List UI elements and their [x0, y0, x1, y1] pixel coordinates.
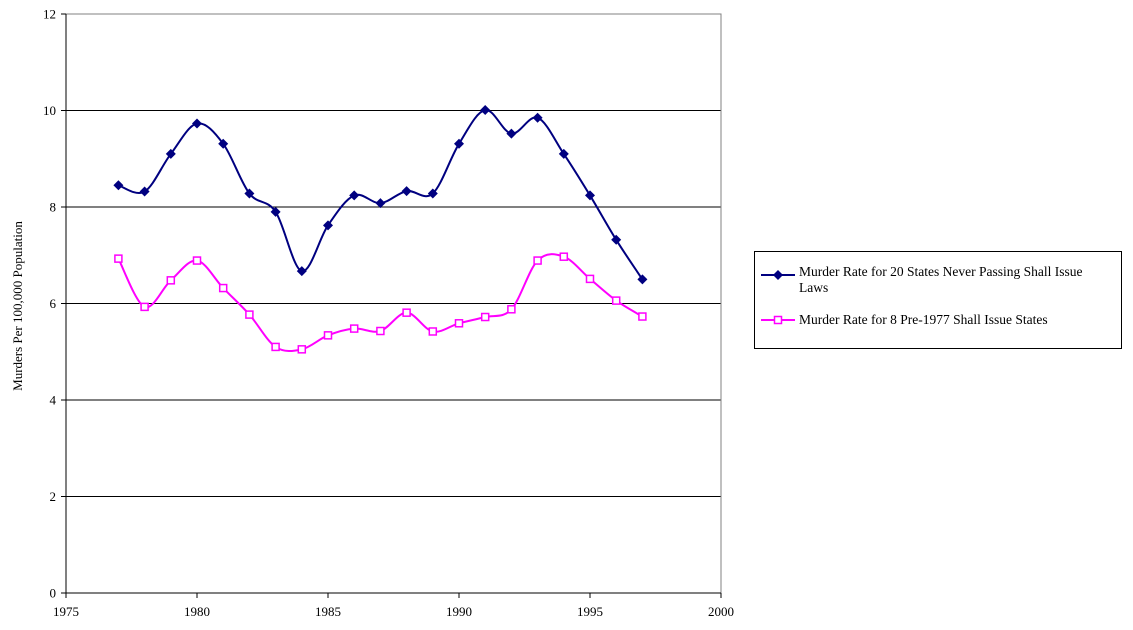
data-point-square	[638, 312, 647, 321]
data-point-diamond	[349, 190, 360, 201]
data-point-diamond	[611, 234, 622, 245]
series-1	[113, 105, 648, 285]
data-point-diamond	[637, 274, 648, 285]
data-point-square	[585, 274, 595, 284]
data-point-diamond	[532, 112, 543, 123]
data-point-square	[218, 283, 228, 293]
data-point-square	[454, 319, 464, 328]
data-point-square	[245, 310, 254, 319]
legend-label-series-1: Murder Rate for 20 States Never Passing …	[799, 264, 1083, 295]
data-point-diamond	[270, 206, 281, 217]
data-point-square	[271, 342, 280, 352]
y-tick-label: 0	[50, 586, 57, 601]
data-point-square	[349, 324, 359, 333]
data-point-diamond	[585, 190, 595, 201]
x-tick-label: 1975	[53, 604, 79, 619]
data-point-square	[323, 331, 333, 340]
data-point-square	[480, 312, 490, 322]
y-tick-label: 4	[50, 393, 57, 408]
y-tick-label: 6	[50, 296, 57, 311]
data-point-square	[376, 326, 385, 336]
data-point-square	[507, 305, 516, 314]
gridlines	[66, 110, 721, 497]
y-tick-label: 10	[43, 103, 56, 118]
legend-label-series-2: Murder Rate for 8 Pre-1977 Shall Issue S…	[799, 312, 1048, 327]
y-tick-label: 2	[50, 489, 57, 504]
y-tick-label: 12	[43, 7, 56, 22]
series-layer	[113, 105, 648, 354]
data-point-diamond	[139, 186, 150, 197]
data-point-square	[559, 252, 569, 261]
data-point-diamond	[323, 220, 333, 231]
data-point-square	[533, 256, 542, 265]
data-point-diamond	[296, 266, 307, 277]
data-point-square	[166, 276, 176, 285]
axes: 0 2 4 6 8 10 12 1975 1980 1985 1990 1995 2000	[43, 7, 734, 620]
data-point-diamond	[558, 148, 569, 159]
data-point-square	[114, 254, 123, 263]
legend: Murder Rate for 20 States Never Passing …	[754, 251, 1122, 349]
data-point-square	[428, 327, 438, 336]
data-point-diamond	[454, 138, 464, 149]
data-point-diamond	[165, 148, 176, 159]
series-2	[114, 252, 647, 354]
data-point-diamond	[506, 128, 517, 139]
data-point-square	[192, 256, 202, 265]
data-point-diamond	[244, 188, 255, 199]
x-tick-label: 1990	[446, 604, 472, 619]
x-tick-label: 1985	[315, 604, 341, 619]
data-point-diamond	[480, 105, 491, 116]
data-point-diamond	[427, 188, 438, 199]
data-point-square	[402, 308, 411, 317]
data-point-diamond	[375, 198, 386, 209]
x-tick-label: 1995	[577, 604, 603, 619]
data-point-diamond	[113, 180, 124, 191]
x-tick-label: 2000	[708, 604, 734, 619]
data-point-diamond	[192, 118, 202, 129]
data-point-square	[140, 302, 149, 312]
legend-marker-diamond	[761, 270, 795, 280]
data-point-square	[611, 296, 621, 305]
data-point-square	[297, 345, 307, 354]
x-tick-label: 1980	[184, 604, 210, 619]
data-point-diamond	[401, 186, 412, 197]
legend-marker-square	[761, 315, 795, 325]
series-line-2	[117, 253, 643, 353]
y-tick-label: 8	[50, 200, 57, 215]
y-axis-title: Murders Per 100,000 Population	[10, 221, 25, 391]
data-point-diamond	[218, 138, 229, 149]
